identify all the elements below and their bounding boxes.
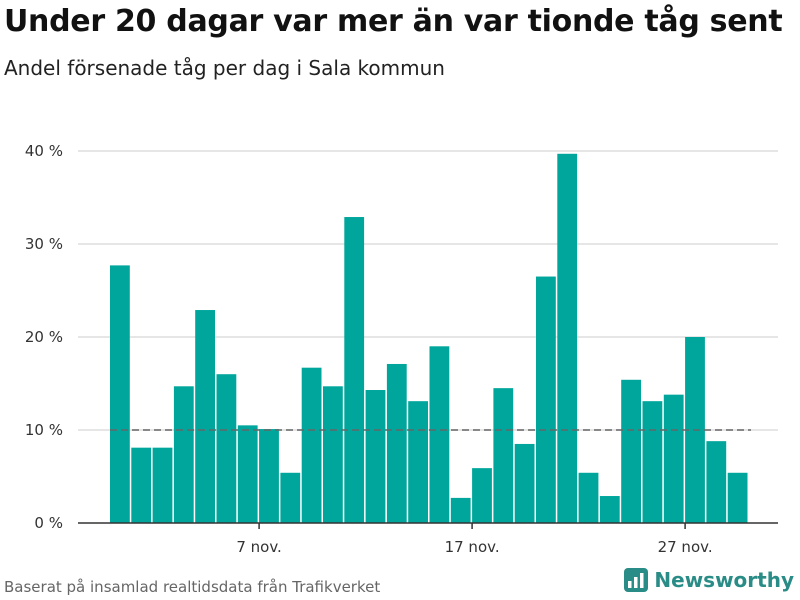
bar xyxy=(110,265,130,523)
bar xyxy=(323,386,343,523)
y-axis-ticks: 0 % 10 % 20 % 30 % 40 % xyxy=(25,142,63,532)
newsworthy-logo-icon xyxy=(624,568,649,592)
bar xyxy=(472,468,492,523)
bar xyxy=(557,153,578,524)
bar xyxy=(663,394,684,523)
x-tick-label: 7 nov. xyxy=(236,538,281,556)
bar xyxy=(514,443,535,523)
x-tick-label: 27 nov. xyxy=(658,538,713,556)
y-tick-label: 30 % xyxy=(25,235,63,253)
x-axis-ticks: 7 nov. 17 nov. 27 nov. xyxy=(236,523,713,556)
bar xyxy=(131,447,152,523)
bar xyxy=(237,425,258,523)
y-tick-label: 0 % xyxy=(34,514,63,532)
bar xyxy=(621,379,641,523)
brand-logo: Newsworthy xyxy=(624,568,794,592)
bar xyxy=(706,441,727,523)
y-tick-label: 40 % xyxy=(25,142,63,160)
chart-title: Under 20 dagar var mer än var tionde tåg… xyxy=(4,4,783,39)
bar xyxy=(536,276,556,523)
bar xyxy=(450,497,471,523)
bar xyxy=(642,401,663,523)
bar xyxy=(429,346,450,523)
bar xyxy=(216,374,237,523)
bar xyxy=(280,472,301,523)
bar xyxy=(727,472,748,523)
bar xyxy=(344,217,365,523)
bar xyxy=(365,390,386,523)
bars xyxy=(110,153,748,524)
bar xyxy=(493,388,514,523)
bar xyxy=(408,401,428,523)
y-tick-label: 10 % xyxy=(25,421,63,439)
y-tick-label: 20 % xyxy=(25,328,63,346)
bar xyxy=(259,429,279,523)
bar xyxy=(386,363,407,523)
bar xyxy=(599,496,620,523)
bar xyxy=(195,310,215,523)
bar-chart: 0 % 10 % 20 % 30 % 40 % 7 nov. 17 nov. 27 nov. xyxy=(25,142,778,556)
bar xyxy=(578,472,599,523)
chart-subtitle: Andel försenade tåg per dag i Sala kommu… xyxy=(4,56,445,80)
bar xyxy=(152,447,173,523)
brand-name: Newsworthy xyxy=(654,568,794,592)
bar xyxy=(301,367,322,523)
source-note: Baserat på insamlad realtidsdata från Tr… xyxy=(4,578,381,596)
bar xyxy=(173,386,194,523)
x-tick-label: 17 nov. xyxy=(445,538,500,556)
